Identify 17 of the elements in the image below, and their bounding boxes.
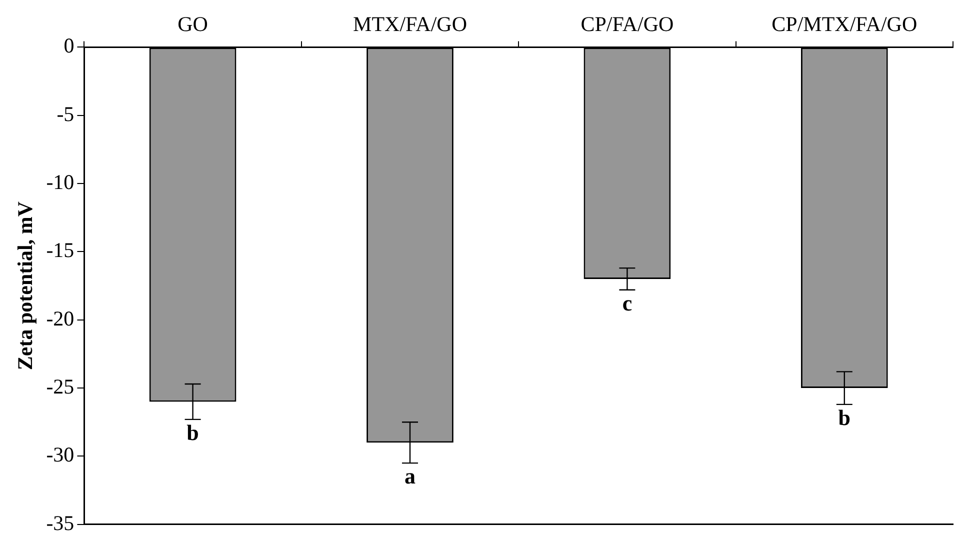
annotation: c: [622, 290, 632, 316]
annotation: a: [404, 464, 416, 489]
y-tick-label: 0: [64, 34, 74, 58]
y-tick-label: -15: [46, 238, 74, 262]
x-tick-label: GO: [178, 12, 208, 36]
y-axis-title: Zeta potential, mV: [13, 202, 38, 370]
annotation: b: [838, 405, 851, 430]
y-tick-label: -5: [56, 102, 74, 126]
y-tick-label: -25: [46, 374, 74, 399]
y-tick-label: -20: [46, 306, 74, 330]
annotation: b: [186, 420, 199, 446]
y-tick-label: -10: [46, 170, 74, 194]
y-tick-label: -30: [46, 442, 74, 467]
x-tick-label: MTX/FA/GO: [353, 12, 467, 36]
y-tick-label: -35: [46, 510, 74, 535]
x-tick-label: CP/FA/GO: [580, 12, 674, 36]
x-tick-label: CP/MTX/FA/GO: [772, 12, 918, 36]
